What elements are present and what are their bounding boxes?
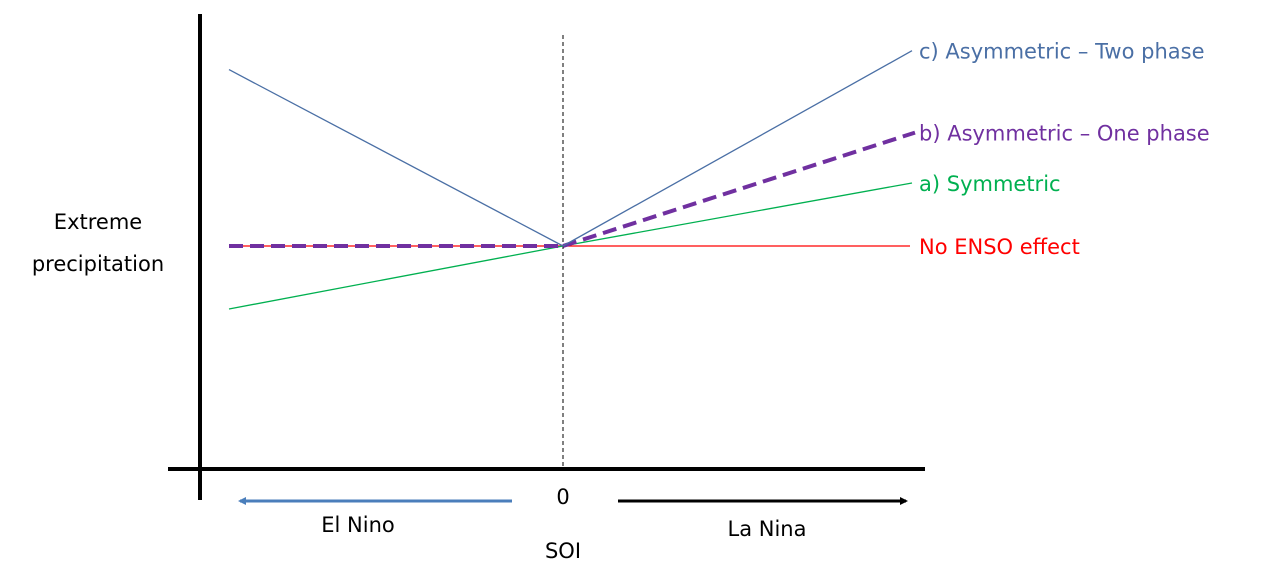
one-phase-line-label: b) Asymmetric – One phase (919, 122, 1210, 146)
la-nina-label: La Nina (728, 517, 807, 541)
response-lines: No ENSO effect a) Symmetric b) Asymmetric … (228, 40, 1210, 310)
y-axis-label-line-1: Extreme (54, 210, 142, 234)
no-enso-line-label: No ENSO effect (919, 235, 1080, 259)
symmetric-line-la-nina-segment (562, 182, 913, 247)
symmetric-line-label: a) Symmetric (919, 172, 1061, 196)
two-phase-line-label: c) Asymmetric – Two phase (919, 40, 1205, 64)
el-nino-label: El Nino (321, 513, 394, 537)
x-axis-label: SOI (545, 539, 581, 563)
zero-label: 0 (556, 485, 569, 509)
two-phase-line-el-nino-segment (228, 69, 564, 247)
one-phase-line-la-nina-segment (562, 130, 916, 248)
y-axis-label-line-2: precipitation (32, 252, 164, 276)
two-phase-line-la-nina-segment (562, 50, 913, 247)
symmetric-line-el-nino-segment (228, 245, 564, 310)
